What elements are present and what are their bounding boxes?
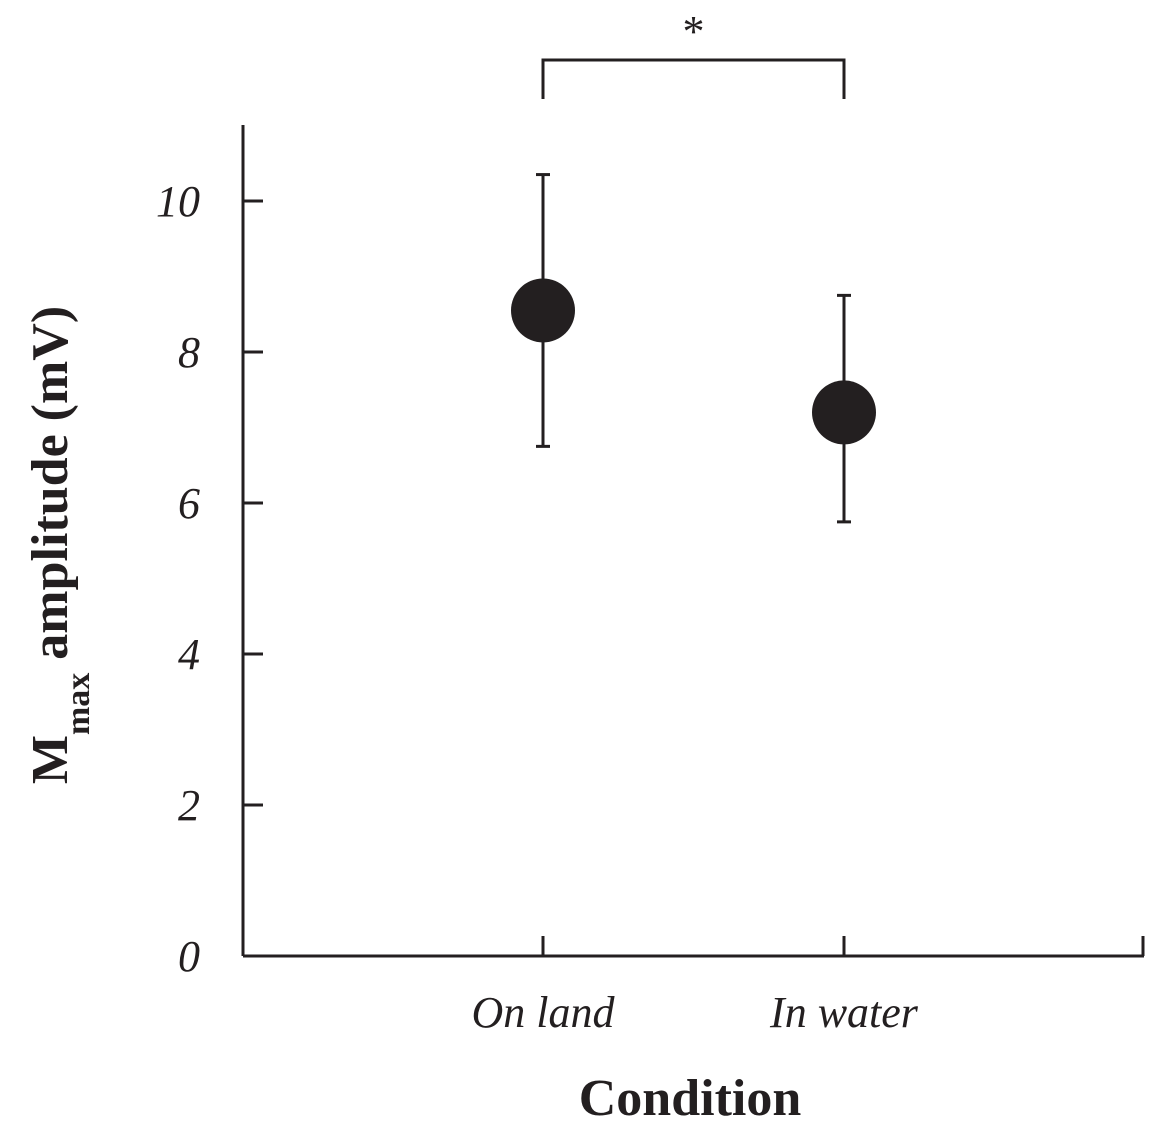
y-tick-label: 6 bbox=[178, 479, 200, 528]
x-tick-label: In water bbox=[769, 988, 919, 1037]
y-tick-label: 4 bbox=[178, 630, 200, 679]
x-tick-label: On land bbox=[472, 988, 616, 1037]
significance-bracket bbox=[541, 58, 846, 99]
data-point bbox=[511, 278, 575, 343]
axes bbox=[241, 125, 1145, 958]
y-ticks: 0 2 4 6 8 10 bbox=[156, 177, 263, 981]
y-tick-label: 0 bbox=[178, 932, 200, 981]
x-axis-title: Condition bbox=[579, 1070, 802, 1122]
y-axis-title-rest: amplitude (mV) bbox=[22, 306, 79, 673]
y-tick-label: 8 bbox=[178, 328, 200, 377]
data-point bbox=[812, 380, 876, 445]
y-axis-title: Mmax amplitude (mV) bbox=[22, 306, 97, 784]
y-axis-title-main: M bbox=[22, 735, 79, 784]
y-tick-label: 2 bbox=[178, 781, 200, 830]
x-ticks: On land In water bbox=[472, 936, 919, 1037]
significance-marker: * bbox=[683, 7, 705, 56]
y-tick-label: 10 bbox=[156, 177, 200, 226]
data-marks bbox=[511, 173, 876, 524]
annotations: * bbox=[541, 7, 846, 99]
y-axis-title-subscript: max bbox=[60, 673, 97, 735]
